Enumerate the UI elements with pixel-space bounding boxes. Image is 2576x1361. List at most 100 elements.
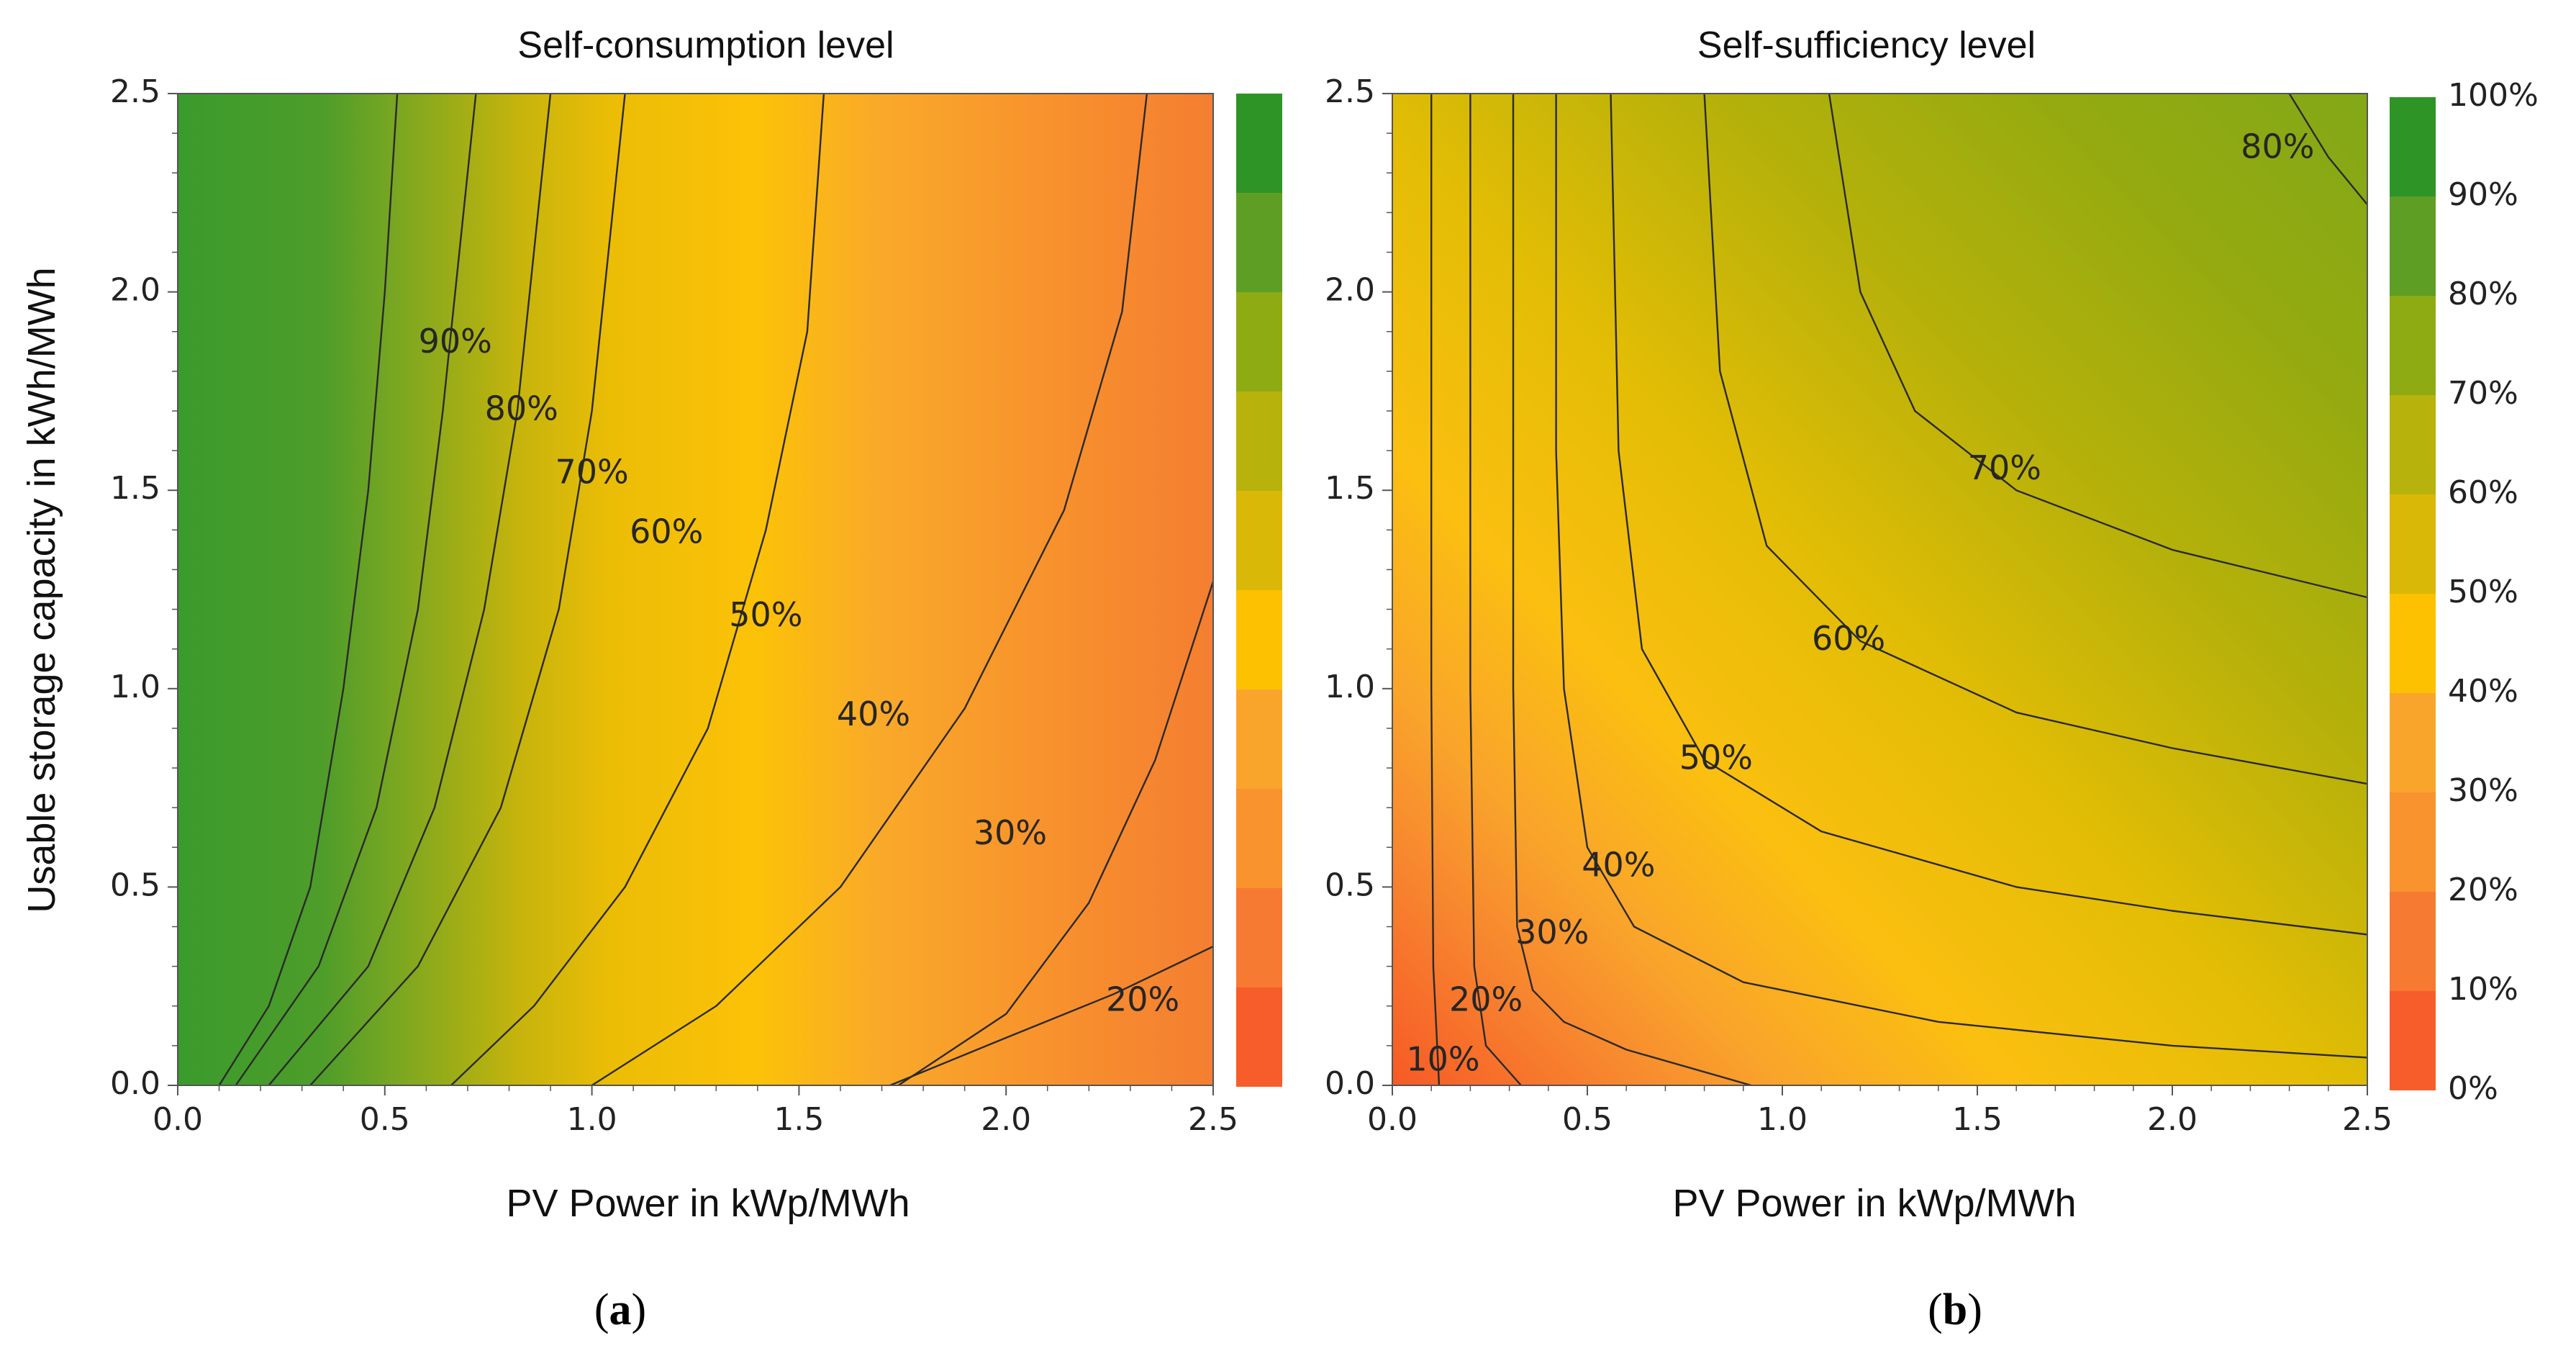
colorbar-tick-label: 50%: [2448, 574, 2518, 610]
contour-label-b-3: 40%: [1582, 845, 1655, 884]
contour-line-a-6: [897, 581, 1215, 1087]
contour-label-b-4: 50%: [1679, 738, 1753, 777]
cb-a-band: [1236, 987, 1282, 1087]
cb-a-band: [1236, 193, 1282, 292]
chart-b-y-ticks: 0.0 0.5 1.0 1.5 2.0 2.5: [1325, 73, 1392, 1102]
contour-line-a-2: [268, 93, 552, 1086]
contour-label-a-2: 70%: [555, 453, 628, 492]
contour-line-b-1: [1469, 94, 1522, 1086]
colorbar-tick-label: 20%: [2448, 872, 2518, 908]
cb-a-band: [1236, 590, 1282, 689]
colorbar-tick-label: 0%: [2448, 1070, 2498, 1107]
cb-b-band: [2390, 991, 2436, 1090]
cb-b-band: [2390, 792, 2436, 892]
panel-b-label: (b): [1928, 1285, 1982, 1334]
colorbar-tick-label: 70%: [2448, 375, 2518, 412]
x-tick-label-b: 1.0: [1757, 1101, 1808, 1138]
chart-a-frame: [177, 93, 1214, 1086]
colorbar-tick-label: 80%: [2448, 276, 2518, 312]
x-tick-label-b: 0.0: [1367, 1101, 1418, 1138]
chart-b-contours: [1430, 93, 2368, 1087]
x-tick-label-a: 1.0: [567, 1101, 617, 1138]
colorbar-tick-label: 60%: [2448, 474, 2518, 511]
cb-a-band: [1236, 94, 1282, 193]
contour-line-a-4: [450, 93, 825, 1086]
cb-a-band: [1236, 292, 1282, 392]
panel-a-label: (a): [594, 1285, 646, 1334]
chart-a-title: Self-consumption level: [517, 24, 894, 66]
chart-a-y-ticks: 0.0 0.5 1.0 1.5 2.0 2.5: [110, 73, 178, 1102]
colorbar-tick-label: 30%: [2448, 772, 2518, 809]
contour-label-a-0: 90%: [419, 322, 492, 361]
chart-a-contours: [218, 93, 1215, 1087]
x-tick-label-b: 1.5: [1952, 1101, 2003, 1138]
chart-b-colorbar: [2390, 97, 2436, 1090]
cb-b-band: [2390, 196, 2436, 296]
contour-line-a-7: [889, 946, 1214, 1087]
chart-a-contour-labels: 90% 80% 70%60% 50% 40% 30% 20%: [419, 322, 1180, 1019]
chart-a-y-label: Usable storage capacity in kWh/MWh: [20, 267, 63, 913]
colorbar-tick-label: 10%: [2448, 971, 2518, 1008]
cb-a-band: [1236, 789, 1282, 888]
y-tick-label-b: 2.5: [1325, 73, 1375, 110]
chart-b-colorbar-ticks: 0% 10% 20% 30% 40% 50% 60% 70% 80% 90% 100%: [2448, 77, 2539, 1107]
cb-b-band: [2390, 296, 2436, 395]
contour-line-b-3: [1555, 94, 2368, 1059]
panel-a-letter: a: [609, 1285, 632, 1334]
contour-label-a-7: 20%: [1106, 980, 1179, 1019]
x-tick-label-a: 1.5: [774, 1101, 824, 1138]
contour-line-b-5: [1703, 93, 2368, 785]
chart-a-plot-area: [178, 94, 1213, 1085]
contour-line-a-5: [591, 93, 1148, 1087]
cb-b-band: [2390, 594, 2436, 693]
contour-line-b-4: [1610, 93, 2368, 936]
x-tick-label-b: 2.5: [2342, 1101, 2393, 1138]
y-tick-label-a: 0.0: [110, 1065, 160, 1102]
colorbar-tick-label: 40%: [2448, 673, 2518, 710]
contour-line-b-6: [1828, 93, 2368, 599]
contour-line-a-0: [218, 93, 399, 1086]
contour-label-b-6: 70%: [1968, 448, 2041, 487]
y-tick-label-a: 2.5: [110, 73, 160, 110]
contour-label-b-2: 30%: [1515, 913, 1589, 951]
x-tick-label-b: 0.5: [1562, 1101, 1613, 1138]
contour-label-b-1: 20%: [1449, 980, 1523, 1019]
contour-line-b-7: [2288, 93, 2368, 206]
contour-label-a-4: 50%: [729, 595, 802, 634]
cb-b-band: [2390, 892, 2436, 991]
cb-b-band: [2390, 395, 2436, 494]
chart-b-x-label: PV Power in kWp/MWh: [1672, 1182, 2076, 1225]
chart-b-x-ticks: 0.0 0.5 1.0 1.5 2.0 2.5: [1367, 1085, 2393, 1138]
cb-b-band: [2390, 693, 2436, 792]
contour-label-a-1: 80%: [485, 389, 558, 428]
chart-b-title: Self-sufficiency level: [1697, 24, 2036, 66]
contour-label-b-0: 10%: [1406, 1039, 1479, 1078]
chart-b-frame: [1392, 93, 2368, 1086]
contour-label-a-5: 40%: [837, 695, 910, 733]
contour-line-b-0: [1430, 94, 1441, 1086]
contour-line-a-1: [235, 93, 477, 1086]
y-tick-label-a: 0.5: [110, 867, 160, 903]
contour-line-b-2: [1512, 94, 1751, 1087]
x-tick-label-a: 0.5: [360, 1101, 410, 1138]
x-tick-label-a: 2.5: [1188, 1101, 1238, 1138]
contour-label-b-5: 60%: [1812, 619, 1885, 658]
y-tick-label-a: 1.0: [110, 669, 160, 705]
chart-b-contour-labels: 10% 20% 30% 40% 50% 60% 70% 80%: [1406, 127, 2314, 1079]
y-tick-label-b: 1.0: [1325, 669, 1375, 705]
chart-a-x-label: PV Power in kWp/MWh: [506, 1182, 910, 1225]
contour-line-a-3: [309, 93, 626, 1086]
cb-b-band: [2390, 494, 2436, 594]
panel-b-letter: b: [1943, 1285, 1967, 1334]
colorbar-tick-label: 100%: [2448, 77, 2539, 114]
cb-a-band: [1236, 491, 1282, 590]
y-tick-label-b: 0.5: [1325, 867, 1375, 903]
chart-a-colorbar: [1236, 94, 1282, 1087]
y-tick-label-b: 2.0: [1325, 272, 1375, 309]
x-tick-label-a: 0.0: [153, 1101, 203, 1138]
y-tick-label-b: 0.0: [1325, 1065, 1375, 1102]
contour-label-a-6: 30%: [974, 813, 1047, 852]
y-tick-label-a: 2.0: [110, 272, 160, 309]
cb-a-band: [1236, 392, 1282, 491]
